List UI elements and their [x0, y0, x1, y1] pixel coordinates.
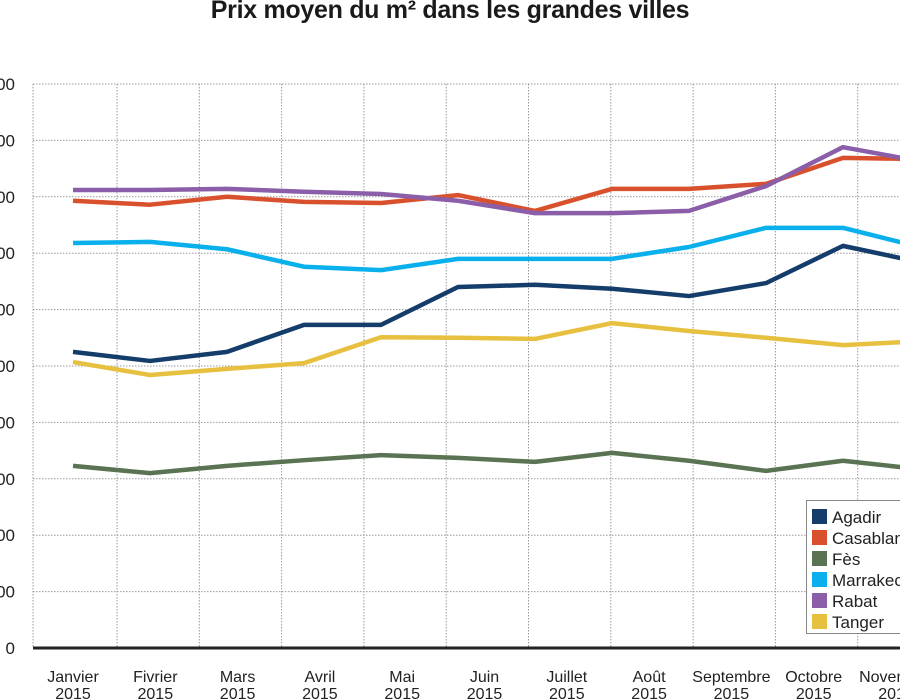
x-tick-label-year: 2015 — [384, 686, 420, 700]
legend-swatch — [812, 593, 827, 608]
x-tick-label-year: 2015 — [878, 686, 900, 700]
x-tick-label-month: Juin — [470, 669, 499, 686]
series-fès — [72, 450, 900, 476]
legend-label: Agadir — [832, 508, 881, 527]
series-line — [72, 155, 900, 214]
y-tick-label: 3000 — [0, 470, 15, 489]
legend-label: Tanger — [832, 613, 884, 632]
legend-label: Fès — [832, 550, 860, 569]
x-tick-label-year: 2015 — [220, 686, 256, 700]
legend-swatch — [812, 509, 827, 524]
x-tick-label-year: 2015 — [549, 686, 585, 700]
x-tick-label-month: Avril — [304, 669, 335, 686]
legend-label: Casablanca — [832, 529, 900, 548]
series-rabat — [73, 144, 900, 216]
x-tick-label-month: Novembre — [859, 669, 900, 686]
legend-swatch — [812, 551, 827, 566]
y-tick-label: 8000 — [0, 188, 15, 207]
y-tick-label: 6000 — [0, 301, 15, 320]
series-line — [73, 144, 900, 216]
x-tick-label-year: 2015 — [714, 686, 750, 700]
y-tick-label: 4000 — [0, 413, 15, 432]
x-tick-label-year: 2015 — [796, 686, 832, 700]
legend: Agadir Casablanca Fès Marrakech Rabat Tanger — [806, 500, 900, 634]
legend-label: Marrakech — [832, 571, 900, 590]
series-line — [72, 243, 900, 364]
y-tick-label: 5000 — [0, 357, 15, 376]
y-tick-label: 2000 — [0, 526, 15, 545]
x-tick-label-year: 2015 — [467, 686, 503, 700]
series-casablanca — [72, 155, 900, 214]
series-line — [72, 450, 900, 476]
x-tick-label-year: 2015 — [631, 686, 667, 700]
x-tick-label-year: 2015 — [302, 686, 338, 700]
x-tick-label-month: Juillet — [546, 669, 587, 686]
x-tick-label-year: 2015 — [55, 686, 91, 700]
legend-label: Rabat — [832, 592, 878, 611]
series-marrakech — [72, 225, 900, 273]
x-tick-label-month: Août — [633, 669, 666, 686]
series-line — [72, 320, 900, 378]
x-tick-label-month: Octobre — [785, 669, 842, 686]
x-tick-label-month: Janvier — [47, 669, 99, 686]
y-tick-label: 1000 — [0, 583, 15, 602]
series-agadir — [72, 243, 900, 364]
y-tick-label: 7000 — [0, 244, 15, 263]
x-tick-label-month: Septembre — [692, 669, 770, 686]
y-tick-label: 0 — [6, 639, 15, 658]
x-tick-label-month: Mai — [389, 669, 415, 686]
y-tick-label: 10000 — [0, 75, 15, 94]
series-line — [72, 225, 900, 273]
series-tanger — [72, 320, 900, 378]
x-tick-label-month: Mars — [220, 669, 256, 686]
chart-title: Prix moyen du m² dans les grandes villes — [210, 0, 690, 24]
y-tick-label: 9000 — [0, 131, 15, 150]
legend-swatch — [812, 572, 827, 587]
x-tick-label-month: Fivrier — [133, 669, 178, 686]
legend-swatch — [812, 530, 827, 545]
x-tick-label-year: 2015 — [138, 686, 174, 700]
legend-swatch — [812, 614, 827, 629]
